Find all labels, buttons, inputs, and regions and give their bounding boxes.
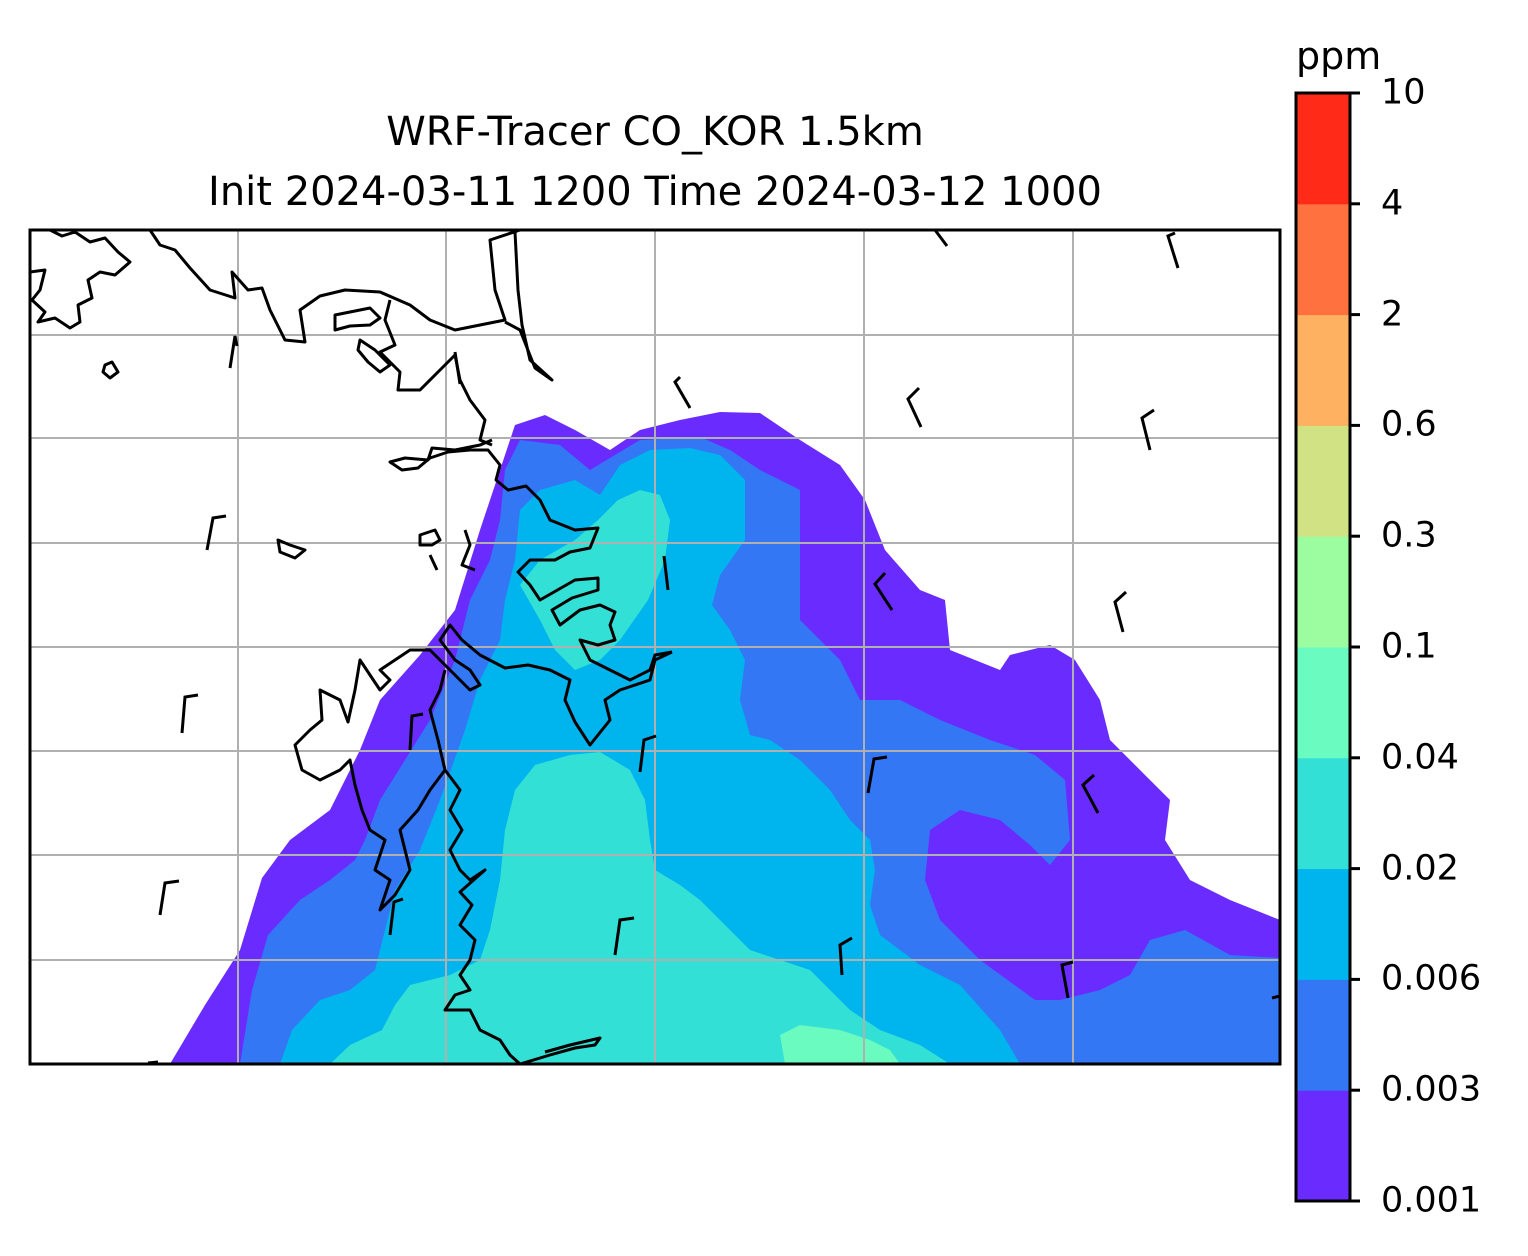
colorbar-segment <box>1296 1090 1350 1202</box>
wind-barb <box>1060 960 1074 999</box>
coastline-peninsula-west <box>378 299 493 447</box>
wind-barb <box>158 879 180 916</box>
coastline-island-f <box>460 529 476 572</box>
wind-barb <box>1081 773 1100 814</box>
colorbar-segment <box>1296 868 1350 980</box>
colorbar-tick-label: 0.04 <box>1381 737 1459 778</box>
colorbar-segment <box>1296 425 1350 537</box>
colorbar <box>1294 91 1360 1203</box>
wind-barb <box>866 755 888 794</box>
contour-fill-level-3-north <box>520 490 670 670</box>
coastline-islet-c <box>101 360 120 380</box>
colorbar-segment <box>1296 93 1350 205</box>
colorbar-tick-label: 0.006 <box>1381 958 1482 999</box>
wind-barbs <box>158 229 1180 999</box>
colorbar-segment <box>1296 647 1350 759</box>
wind-barb <box>1166 231 1180 269</box>
wind-barb <box>180 693 199 734</box>
wind-barb <box>228 335 239 369</box>
contour-fill-level-4 <box>780 1025 900 1064</box>
wind-barb <box>906 386 923 428</box>
concentration-field <box>170 412 1280 1064</box>
colorbar-tick-label: 0.001 <box>1381 1180 1482 1221</box>
colorbar-segment <box>1296 203 1350 316</box>
colorbar-segment <box>1296 536 1350 648</box>
map-frame <box>28 228 1282 1066</box>
coastline-north-peninsula <box>30 230 132 330</box>
colorbar-tick-label: 0.6 <box>1381 404 1437 445</box>
colorbar-unit-label: ppm <box>1296 34 1382 78</box>
coastlines <box>30 230 1280 1064</box>
colorbar-tick-label: 4 <box>1381 183 1404 224</box>
colorbar-tick-label: 0.003 <box>1381 1069 1482 1110</box>
coastline-island-g <box>428 554 439 571</box>
colorbar-tick-label: 0.02 <box>1381 848 1459 889</box>
wind-barb <box>453 351 462 385</box>
coastline-islet-b <box>356 338 392 374</box>
wind-barb <box>873 571 894 611</box>
coastline-north-mainland <box>148 230 590 344</box>
wind-barb <box>933 229 949 247</box>
wind-barb <box>388 897 404 936</box>
plot-title-line1: WRF-Tracer CO_KOR 1.5km <box>386 109 924 155</box>
coastline-island-e <box>276 538 307 560</box>
colorbar-segment <box>1296 314 1350 426</box>
colorbar-tick-label: 0.3 <box>1381 515 1437 556</box>
wind-barb <box>662 555 670 591</box>
colorbar-tick-label: 10 <box>1381 72 1426 113</box>
wind-barb <box>673 375 692 409</box>
colorbar-tick-label: 2 <box>1381 294 1404 335</box>
wind-barb <box>613 916 635 956</box>
colorbar-segment <box>1296 979 1350 1091</box>
coastline-islet-a <box>333 306 382 332</box>
wind-barb <box>1140 408 1155 451</box>
coastline-island-d <box>418 528 442 547</box>
colorbar-tick-label: 0.1 <box>1381 626 1437 667</box>
wind-barb <box>1113 590 1128 633</box>
wind-barb <box>205 514 227 551</box>
wind-barb <box>638 734 657 773</box>
coastline-west-coast <box>388 438 673 682</box>
contour-fill-level-2 <box>280 448 1020 1064</box>
coastline-southern-reach <box>443 769 602 1064</box>
coastline-bay-inner <box>504 231 554 382</box>
wind-barb <box>838 936 853 976</box>
plot-title-line2: Init 2024-03-11 1200 Time 2024-03-12 100… <box>208 169 1102 215</box>
wind-barb <box>408 712 424 751</box>
colorbar-segment <box>1296 757 1350 870</box>
contour-fill-level-3 <box>330 752 950 1064</box>
coastline-southwest <box>293 623 673 912</box>
